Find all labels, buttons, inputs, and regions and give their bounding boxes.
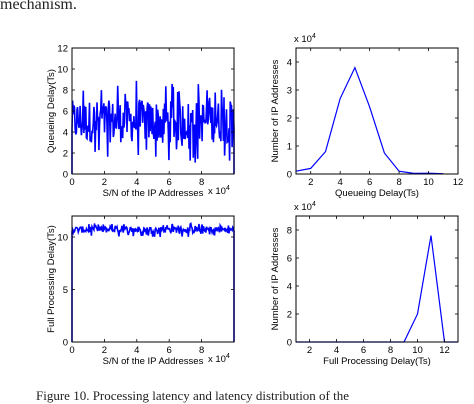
plot2-ytick-label: 3 [287,86,292,97]
plot3-ytick-label: 10 [57,233,68,244]
plot2-xtick-label: 4 [338,177,343,188]
plot2-ylabel: Number of IP Addresses [270,59,281,162]
plot2-xtick-label: 2 [308,177,313,188]
plot3-xtick-label: 2 [102,345,107,356]
plot4-ytick-label: 4 [287,282,292,293]
plot4-xtick-label: 10 [412,345,423,356]
plot1-xtick-label: 0 [69,177,74,188]
plot1-ytick-label: 0 [63,170,68,181]
plot3-xlabel: S/N of the IP Addresses [103,356,204,367]
figure-caption: Figure 10. Processing latency and latenc… [36,388,350,403]
plot1-ytick-label: 10 [57,65,68,76]
plot2-xtick-label: 8 [396,177,401,188]
plot2-series-line [295,66,444,175]
header-text: mechanism. [0,0,77,13]
plot2-ytick-label: 0 [287,170,292,181]
plot1-xtick-label: 4 [134,177,139,188]
plot1-x-exponent: x 104 [208,185,230,197]
plot4-y-exponent: x 104 [294,201,316,213]
plot4-xtick-label: 4 [334,345,339,356]
plot2-ytick-label: 2 [287,114,292,125]
plot3-ytick-label: 5 [63,285,68,296]
plot1-series-line [71,80,235,174]
plot4-ytick-label: 8 [287,226,292,237]
plot2-xtick-label: 10 [423,177,434,188]
plot1-ytick-label: 12 [57,44,68,55]
plot1-ytick-label: 6 [63,107,68,118]
plot4-xtick-label: 6 [361,345,366,356]
plot4-ylabel: Number of IP Addresses [270,227,281,330]
plot4-axes-box [295,215,459,343]
plot3-xtick-label: 0 [69,345,74,356]
plot1-ylabel: Queueing Delay(Ts) [46,69,57,153]
plot2-ytick-label: 4 [287,58,292,69]
plot3-xtick-label: 4 [134,345,139,356]
plot3-ylabel: Full Processing Delay(Ts) [46,225,57,333]
plot1-ytick-label: 4 [63,128,68,139]
plot4-xtick-label: 8 [388,345,393,356]
plot4-xtick-label: 12 [439,345,450,356]
plot4-ytick-label: 0 [287,338,292,349]
plot3-series-line [71,222,235,342]
plot1-xtick-label: 2 [102,177,107,188]
plot2-axes-box [295,47,459,175]
plot3-ytick-label: 0 [63,338,68,349]
plot1-xlabel: S/N of the IP Addresses [103,188,204,199]
plot3-x-exponent: x 104 [208,353,230,365]
plot2-xlabel: Queueing Delay(Ts) [335,188,419,199]
plot4-xlabel: Full Processing Delay(Ts) [323,356,431,367]
plot3-xtick-label: 6 [167,345,172,356]
plot1-xtick-label: 8 [199,177,204,188]
plot1-ytick-label: 2 [63,149,68,160]
plot4-ytick-label: 2 [287,310,292,321]
plot2-xtick-label: 12 [453,177,464,188]
plot2-y-exponent: x 104 [294,33,316,45]
plot2-ytick-label: 1 [287,142,292,153]
plot3-xtick-label: 8 [199,345,204,356]
plot2-xtick-label: 6 [367,177,372,188]
plot4-xtick-label: 2 [307,345,312,356]
plot4-ytick-label: 6 [287,254,292,265]
plot1-ytick-label: 8 [63,86,68,97]
plot4-series-line [296,235,458,343]
plot1-xtick-label: 6 [167,177,172,188]
plot3-axes-box [71,215,235,343]
